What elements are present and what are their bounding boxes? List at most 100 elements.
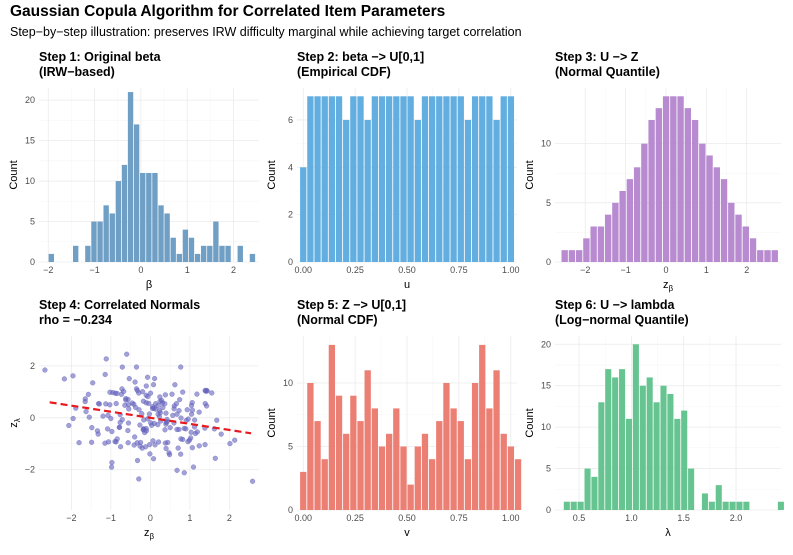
histogram-bar <box>708 501 715 510</box>
histogram-bar <box>201 245 207 262</box>
panel-title-line: rho = −0.234 <box>39 313 112 327</box>
scatter-point <box>178 451 184 457</box>
y-tick-label: 0 <box>546 505 551 515</box>
histogram-bar <box>486 408 493 510</box>
x-tick-label: 2 <box>227 513 232 523</box>
x-tick-label: 0.75 <box>450 513 468 523</box>
y-tick-label: 10 <box>541 139 551 149</box>
histogram-bar <box>507 96 515 263</box>
y-tick-label: 15 <box>25 136 35 146</box>
scatter-point <box>212 455 218 461</box>
y-tick-label: 2 <box>30 361 35 371</box>
histogram-bar <box>584 468 591 510</box>
panel-title-line: Step 2: beta −> U[0,1] <box>297 50 424 64</box>
histogram-bar <box>421 96 429 263</box>
histogram-bar <box>777 501 784 510</box>
histogram-bar <box>121 164 128 262</box>
scatter-point <box>175 445 181 451</box>
scatter-point <box>171 406 177 412</box>
histogram-bar <box>771 250 778 262</box>
scatter-point <box>116 424 123 430</box>
scatter-point <box>82 396 88 402</box>
histogram-bar <box>393 408 400 510</box>
x-tick-label: 2 <box>744 265 749 275</box>
histogram-bar <box>706 155 713 262</box>
scatter-point <box>134 457 141 464</box>
scatter-point <box>178 364 184 370</box>
histogram-bar <box>182 229 189 262</box>
scatter-point <box>132 379 138 385</box>
histogram-bar <box>103 205 109 262</box>
y-tick-label: 0 <box>288 257 293 267</box>
scatter-point <box>150 438 156 444</box>
histogram-bar <box>633 167 641 262</box>
histogram-bar <box>577 501 584 510</box>
scatter-point <box>136 476 142 482</box>
scatter-point <box>122 402 128 408</box>
histogram-bar <box>343 119 350 262</box>
scatter-point <box>188 429 194 435</box>
scatter-point <box>118 391 125 397</box>
histogram-bar <box>314 421 321 510</box>
x-tick-label: −2 <box>66 513 76 523</box>
scatter-point <box>119 386 125 392</box>
x-tick-label: 1.00 <box>502 265 520 275</box>
histogram-bar <box>127 92 134 262</box>
x-axis-label: λ <box>665 527 671 539</box>
histogram-bar <box>335 96 343 263</box>
scatter-point <box>160 404 166 411</box>
y-tick-label: 15 <box>541 381 551 391</box>
scatter-point <box>152 442 158 448</box>
x-tick-label: 0.00 <box>294 513 312 523</box>
x-tick-label: 0.75 <box>450 265 468 275</box>
scatter-point <box>178 436 184 442</box>
y-axis-label: zλ <box>8 418 22 428</box>
histogram-bar <box>350 96 357 263</box>
histogram-bar <box>213 221 219 262</box>
scatter-point <box>185 416 191 422</box>
histogram-bar <box>720 179 728 262</box>
scatter-point <box>76 440 82 446</box>
histogram-bar <box>479 344 486 510</box>
scatter-point <box>196 443 202 449</box>
histogram-bar <box>443 96 450 263</box>
histogram-bar <box>428 96 436 263</box>
histogram-bar <box>653 402 660 510</box>
histogram-bar <box>500 96 507 263</box>
y-axis-label: Count <box>524 408 536 437</box>
histogram-bar <box>632 344 639 510</box>
histogram-bar <box>684 108 692 262</box>
x-tick-label: −2 <box>43 265 53 275</box>
scatter-point <box>137 439 144 446</box>
scatter-point <box>196 409 202 415</box>
histogram-bar <box>670 96 677 263</box>
x-tick-label: 0.25 <box>346 513 364 523</box>
scatter-point <box>163 410 169 416</box>
scatter-point <box>125 420 132 426</box>
scatter-point <box>188 435 194 441</box>
x-tick-label: 0.5 <box>573 513 586 523</box>
histogram-bar <box>619 369 626 510</box>
scatter-point <box>109 428 115 435</box>
histogram-bar <box>97 221 103 262</box>
histogram-bar <box>407 484 414 510</box>
y-tick-label: −2 <box>25 465 35 475</box>
panel-3: Step 3: U −> Z(Normal Quantile) −2 −1 0 1 2 0 5… <box>524 50 781 293</box>
histogram-bar <box>749 238 757 262</box>
y-tick-label: 10 <box>541 422 551 432</box>
histogram-bar <box>471 382 479 510</box>
histogram-bar <box>612 377 619 510</box>
scatter-point <box>189 445 195 451</box>
scatter-point <box>194 429 200 435</box>
scatter-point <box>42 367 48 373</box>
histogram-bar <box>48 253 54 262</box>
scatter-point <box>155 411 161 417</box>
x-tick-label: 1.5 <box>677 513 690 523</box>
histogram-bar <box>713 167 720 262</box>
scatter-point <box>145 393 151 400</box>
scatter-point <box>249 478 256 484</box>
scatter-point <box>172 382 178 388</box>
histogram-bar <box>471 96 479 263</box>
scatter-point <box>90 380 96 386</box>
scatter-point <box>85 391 91 398</box>
